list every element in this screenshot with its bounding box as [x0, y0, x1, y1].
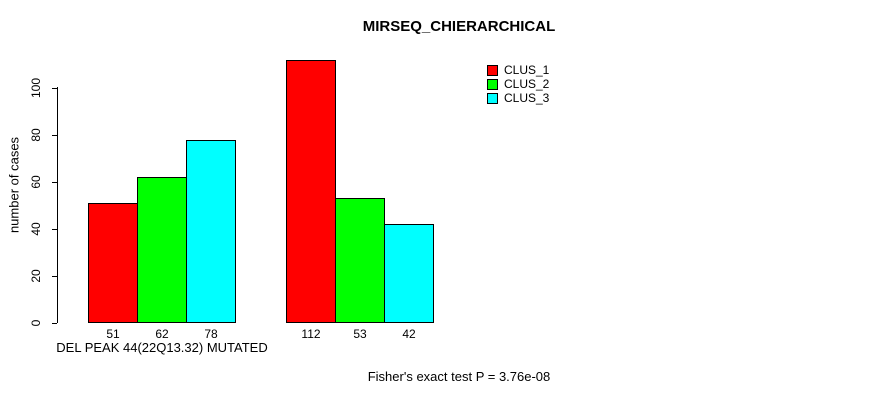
- chart-title: MIRSEQ_CHIERARCHICAL: [362, 18, 556, 35]
- y-axis-tick-label: 60: [29, 175, 43, 189]
- y-axis-tick: [52, 228, 57, 230]
- bar-value-label: 78: [204, 327, 218, 341]
- legend-item-clus_3: CLUS_3: [487, 92, 549, 104]
- legend-label: CLUS_2: [504, 77, 550, 91]
- y-axis-tick-label: 40: [29, 222, 43, 236]
- bar-value-label: 42: [402, 327, 416, 341]
- legend-item-clus_1: CLUS_1: [487, 64, 549, 76]
- y-axis-tick-label: 20: [29, 269, 43, 283]
- bar-value-label: 62: [155, 327, 169, 341]
- legend-label: CLUS_3: [504, 91, 550, 105]
- bar-value-label: 112: [301, 327, 321, 341]
- y-axis-tick-label: 80: [29, 128, 43, 142]
- y-axis-label: number of cases: [6, 136, 22, 234]
- bar-value-label: 53: [353, 327, 367, 341]
- bar-value-label: 51: [106, 327, 120, 341]
- x-axis-group-label: DEL PEAK 44(22Q13.32) MUTATED: [56, 340, 268, 355]
- y-axis-tick: [52, 275, 57, 277]
- bar-clus_2-group-2: [335, 198, 385, 323]
- legend-swatch-clus_2: [487, 78, 498, 90]
- bar-clus_3-group-1: [186, 140, 236, 323]
- fisher-test-annotation: Fisher's exact test P = 3.76e-08: [367, 369, 551, 384]
- y-axis-tick: [52, 181, 57, 183]
- legend-item-clus_2: CLUS_2: [487, 78, 549, 90]
- y-axis-tick: [52, 87, 57, 89]
- y-axis-tick: [52, 134, 57, 136]
- y-axis-tick-label: 0: [29, 319, 43, 327]
- legend-swatch-clus_1: [487, 64, 498, 76]
- bar-clus_3-group-2: [384, 224, 434, 323]
- y-axis-tick: [52, 322, 57, 324]
- legend-swatch-clus_3: [487, 92, 498, 104]
- y-axis-line: [57, 87, 58, 323]
- y-axis-tick-label: 100: [29, 77, 43, 99]
- legend: CLUS_1 CLUS_2 CLUS_3: [487, 64, 549, 106]
- bar-clus_1-group-2: [286, 60, 336, 323]
- bar-clus_2-group-1: [137, 177, 187, 323]
- bar-clus_1-group-1: [88, 203, 138, 323]
- legend-label: CLUS_1: [504, 63, 550, 77]
